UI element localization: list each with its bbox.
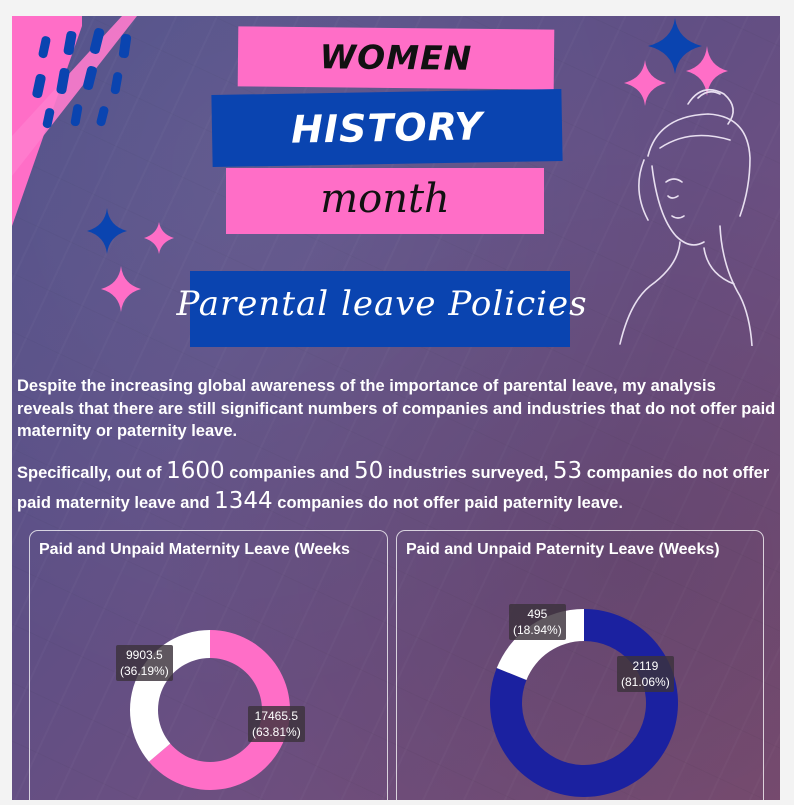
chart-title: Paid and Unpaid Paternity Leave (Weeks) — [406, 541, 720, 558]
summary-text: companies do not offer paid maternity le… — [17, 464, 770, 512]
summary-text: industries surveyed, — [383, 464, 553, 482]
subtitle-banner — [190, 271, 570, 347]
intro-paragraph: Despite the increasing global awareness … — [17, 377, 776, 440]
summary-text: companies do not offer paid paternity le… — [272, 494, 623, 512]
sparkle-icon — [101, 266, 141, 312]
sparkle-icon — [144, 222, 174, 254]
industries-total: 50 — [353, 458, 384, 484]
paternity-chart-panel: Paid and Unpaid Paternity Leave (Weeks) … — [396, 530, 764, 800]
data-label: 2119 (81.06%) — [617, 656, 674, 692]
month-banner: month — [226, 168, 544, 234]
donut-slice[interactable] — [148, 630, 290, 790]
poster: WOMEN HISTORY month Parental leave Polic… — [12, 16, 780, 800]
summary-paragraph: Specifically, out of 1600 companies and … — [17, 457, 777, 517]
sparkle-icon — [87, 208, 127, 254]
title-line-women: WOMEN — [319, 37, 473, 78]
chart-title: Paid and Unpaid Maternity Leave (Weeks — [39, 541, 350, 558]
subtitle: Parental leave Policies — [176, 284, 588, 324]
title-line-month: month — [320, 176, 450, 222]
maternity-chart-panel: Paid and Unpaid Maternity Leave (Weeks 1… — [29, 530, 388, 800]
blue-brush-dashes — [32, 28, 132, 129]
companies-total: 1600 — [166, 458, 225, 484]
woman-line-art — [619, 88, 753, 346]
paternity-donut-chart — [490, 609, 678, 797]
data-label: 9903.5 (36.19%) — [116, 645, 173, 681]
maternity-donut-chart — [130, 630, 290, 790]
no-paid-maternity-count: 53 — [552, 458, 583, 484]
summary-text: Specifically, out of — [17, 464, 167, 482]
title-line-history: HISTORY — [290, 104, 484, 152]
data-label: 495 (18.94%) — [509, 604, 566, 640]
data-label: 17465.5 (63.81%) — [248, 706, 305, 742]
sparkle-icon — [624, 60, 666, 106]
sparkle-icon — [648, 18, 702, 74]
no-paid-paternity-count: 1344 — [214, 488, 273, 514]
sparkle-icon — [686, 46, 728, 96]
summary-text: companies and — [224, 464, 354, 482]
women-banner: WOMEN — [237, 26, 555, 90]
history-banner: HISTORY — [211, 88, 563, 168]
